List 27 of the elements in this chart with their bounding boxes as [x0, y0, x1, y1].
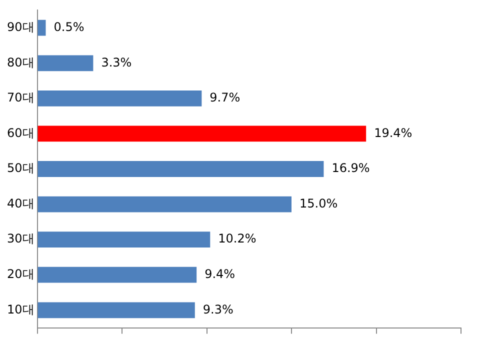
y-tick-label: 60대 [6, 126, 34, 140]
data-label: 15.0% [300, 196, 338, 210]
bar [38, 161, 324, 177]
y-tick-label: 80대 [6, 55, 34, 70]
data-label: 19.4% [374, 126, 412, 140]
y-tick-label: 10대 [6, 302, 34, 316]
y-tick-label: 20대 [6, 266, 34, 281]
bar [38, 232, 210, 248]
data-label: 0.5% [54, 20, 84, 34]
bar [38, 55, 94, 72]
bar [38, 20, 46, 36]
data-label: 9.4% [204, 266, 236, 281]
bar [38, 90, 202, 106]
data-label: 9.7% [210, 90, 240, 105]
bar [38, 126, 366, 142]
y-tick-label: 90대 [6, 20, 34, 34]
data-label: 10.2% [218, 232, 256, 246]
y-tick-label: 30대 [6, 232, 34, 246]
y-tick-label: 50대 [6, 161, 34, 176]
data-label: 9.3% [202, 302, 234, 316]
y-tick-label: 70대 [6, 90, 34, 105]
data-label: 3.3% [101, 55, 132, 70]
bar [38, 266, 197, 283]
bar [38, 302, 195, 318]
bar [38, 196, 292, 212]
y-tick-label: 40대 [6, 196, 34, 210]
data-label: 16.9% [332, 161, 370, 176]
